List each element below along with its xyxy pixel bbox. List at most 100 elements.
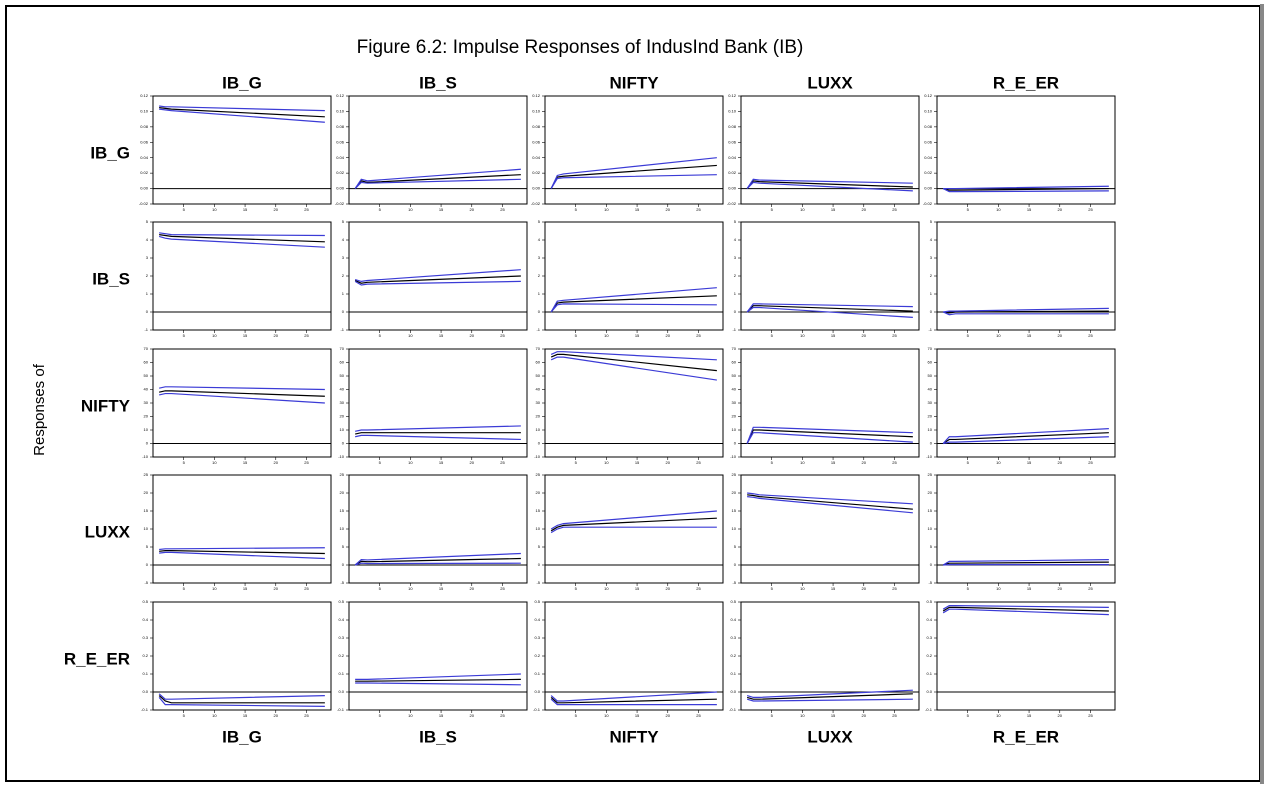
y-tick-label: 0.00 [336,186,345,191]
x-tick-label: 5 [967,333,970,338]
x-tick-label: 25 [1088,207,1093,212]
response-line [159,549,325,555]
response-line [550,351,717,361]
y-tick-label: 10 [732,526,737,531]
x-tick-label: 25 [892,586,897,591]
response-line [746,426,913,444]
y-tick-label: 0.1 [534,671,540,676]
x-tick-label: 15 [635,713,640,718]
column-label-bottom: NIFTY [609,727,659,746]
y-tick-label: 1 [538,291,541,296]
x-tick-label: 20 [1058,207,1063,212]
response-line [746,432,913,444]
x-tick-label: 20 [862,713,867,718]
plot-frame [152,95,332,205]
y-tick-label: 40 [928,387,933,392]
response-line [943,185,1109,190]
x-tick-label: 25 [500,207,505,212]
x-tick-label: 15 [243,333,248,338]
y-tick-label: 3 [146,255,149,260]
y-tick-label: 0.02 [532,170,541,175]
y-tick-label: 0.3 [142,635,148,640]
y-tick-label: 0 [538,309,541,314]
y-tick-label: 3 [342,255,345,260]
y-tick-label: 0.00 [728,186,737,191]
x-tick-label: 20 [666,460,671,465]
response-line [159,106,325,118]
response-line [355,434,521,441]
x-tick-label: 10 [212,207,217,212]
x-tick-label: 20 [470,207,475,212]
y-tick-label: 70 [536,346,541,351]
y-tick-label: 20 [144,414,149,419]
y-tick-label: -5 [536,580,540,585]
x-tick-label: 20 [862,207,867,212]
x-tick-label: 15 [635,333,640,338]
response-line [942,187,1109,191]
x-tick-label: 10 [408,460,413,465]
response-line [942,606,1109,612]
plot-frame [152,474,332,584]
y-tick-label: 0.08 [728,124,737,129]
plot-frame [544,474,724,584]
x-tick-label: 20 [274,207,279,212]
x-tick-label: 10 [604,333,609,338]
y-tick-label: 25 [928,472,933,477]
y-tick-label: -1 [144,327,148,332]
response-line [550,157,717,189]
y-tick-label: 20 [928,414,933,419]
y-tick-label: 0.06 [728,139,737,144]
column-label-bottom: IB_G [222,727,262,746]
x-tick-label: 10 [996,460,1001,465]
x-tick-label: 10 [800,207,805,212]
y-tick-label: 15 [732,508,737,513]
x-tick-label: 15 [1027,207,1032,212]
x-tick-label: 25 [1088,333,1093,338]
y-tick-label: 0 [734,441,737,446]
y-tick-label: 10 [536,427,541,432]
x-tick-label: 20 [1058,713,1063,718]
y-tick-label: 0.0 [730,689,736,694]
response-line [550,303,717,313]
x-tick-label: 15 [831,713,836,718]
y-tick-label: 0.04 [924,155,933,160]
response-line [942,604,1109,610]
response-line [942,188,1109,193]
y-tick-label: 0 [146,441,149,446]
y-tick-label: 0.04 [336,155,345,160]
row-label: R_E_ER [64,649,130,668]
y-tick-label: 20 [340,414,345,419]
x-tick-label: 10 [996,207,1001,212]
y-tick-label: 0.2 [534,653,540,658]
y-tick-label: 0.06 [140,139,149,144]
y-tick-label: 0 [734,562,737,567]
response-line [550,691,717,702]
y-tick-label: 0.04 [140,155,149,160]
y-tick-label: 70 [340,346,345,351]
x-tick-label: 10 [212,460,217,465]
x-tick-label: 5 [379,207,382,212]
y-tick-label: 0.04 [728,155,737,160]
response-line [550,287,717,313]
x-tick-label: 20 [1058,586,1063,591]
x-tick-label: 25 [1088,586,1093,591]
row-label: LUXX [85,522,131,541]
y-tick-label: 1 [930,291,933,296]
y-tick-label: -5 [928,580,932,585]
response-line [550,356,717,381]
x-tick-label: 10 [800,333,805,338]
y-tick-label: 0.02 [924,170,933,175]
plot-frame [936,601,1116,711]
y-tick-label: 0.10 [532,108,541,113]
y-tick-label: -10 [142,454,149,459]
y-axis-label: Responses of [31,363,48,456]
x-tick-label: 15 [243,713,248,718]
x-tick-label: 5 [967,460,970,465]
y-tick-label: 0.08 [336,124,345,129]
plot-frame [544,348,724,458]
response-line [158,235,325,248]
response-line [354,269,521,283]
y-tick-label: 0.5 [142,599,148,604]
y-tick-label: 5 [538,544,541,549]
